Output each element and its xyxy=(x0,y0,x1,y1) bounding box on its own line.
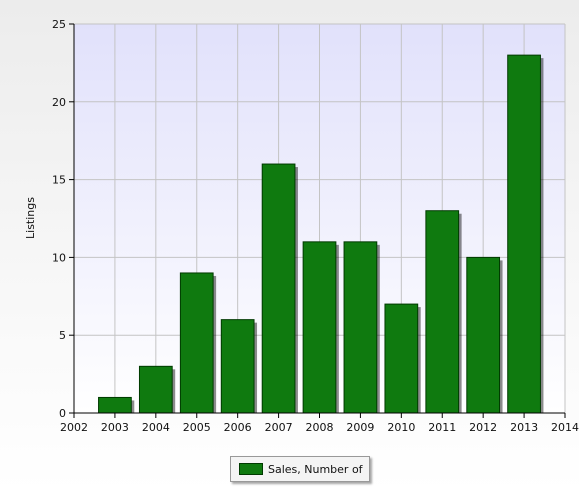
bar-2007 xyxy=(261,163,296,414)
axes xyxy=(69,23,566,418)
legend: Sales, Number of xyxy=(230,456,370,482)
x-tick-label: 2007 xyxy=(265,421,293,434)
y-tick-label: 5 xyxy=(59,329,66,342)
x-tick-label: 2010 xyxy=(387,421,415,434)
x-tick-label: 2011 xyxy=(428,421,456,434)
bar-2010 xyxy=(384,303,419,414)
y-tick-label: 20 xyxy=(52,96,66,109)
y-axis-label: Listings xyxy=(24,197,37,239)
x-tick-label: 2012 xyxy=(469,421,497,434)
x-tick-label: 2014 xyxy=(551,421,579,434)
legend-swatch xyxy=(239,463,263,475)
x-tick-label: 2002 xyxy=(60,421,88,434)
bar-2013 xyxy=(507,54,541,414)
x-tick-label: 2013 xyxy=(510,421,538,434)
bar-2005 xyxy=(179,272,214,414)
y-tick-label: 15 xyxy=(52,174,66,187)
bar-2011 xyxy=(425,210,460,414)
bar-2006 xyxy=(220,319,255,414)
x-tick-label: 2009 xyxy=(346,421,374,434)
x-tick-label: 2004 xyxy=(142,421,170,434)
x-tick-label: 2003 xyxy=(101,421,129,434)
x-tick-label: 2005 xyxy=(183,421,211,434)
x-tick-label: 2008 xyxy=(306,421,334,434)
bar-2003 xyxy=(98,396,132,414)
y-tick-label: 0 xyxy=(59,407,66,420)
x-tick-label: 2006 xyxy=(224,421,252,434)
legend-label: Sales, Number of xyxy=(268,462,363,476)
bars xyxy=(98,54,544,414)
bar-2012 xyxy=(466,256,501,414)
bar-2004 xyxy=(138,365,173,414)
x-tick-labels: 2002 2003 2004 2005 2006 2007 2008 2009 2010 2011… xyxy=(60,421,579,434)
bar-2008 xyxy=(302,241,337,414)
y-tick-labels: 0 5 10 15 20 25 xyxy=(52,18,66,420)
y-tick-label: 25 xyxy=(52,18,66,31)
y-tick-label: 10 xyxy=(52,251,66,264)
bar-2009 xyxy=(343,241,378,414)
